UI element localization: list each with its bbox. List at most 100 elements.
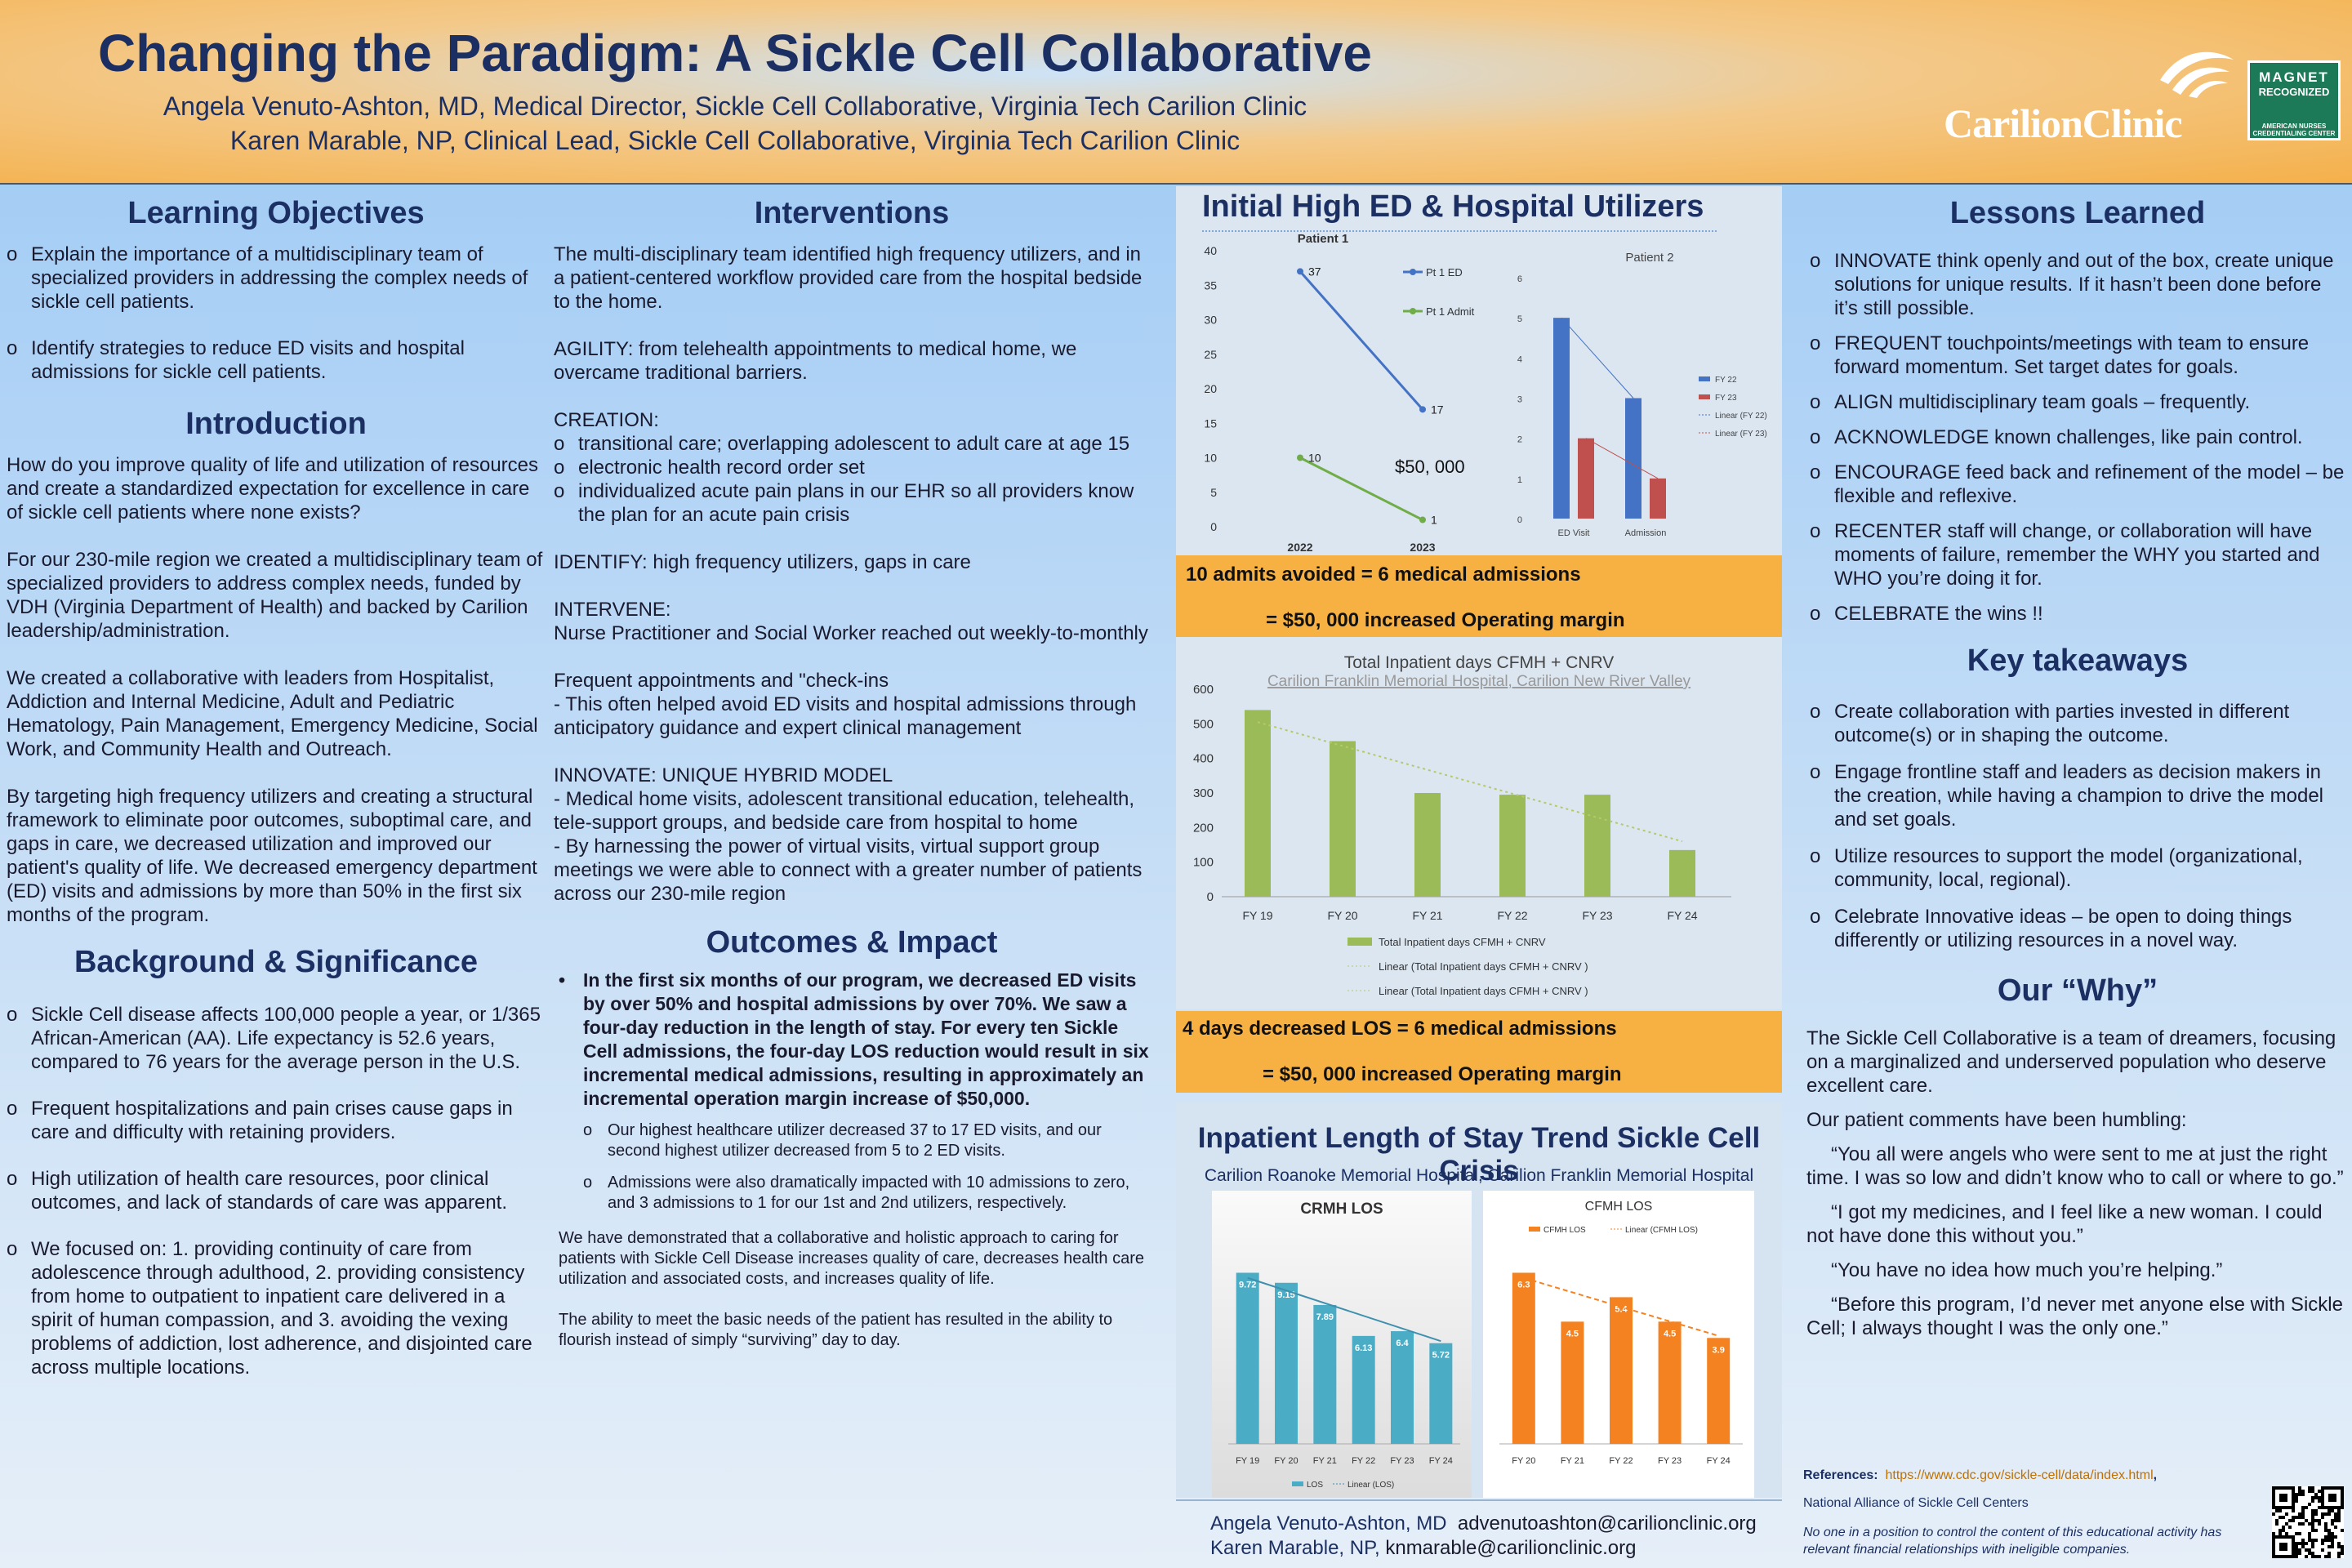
legend-label: Linear (LOS) [1348,1481,1394,1490]
reference-link[interactable]: https://www.cdc.gov/sickle-cell/data/ind… [1885,1468,2154,1482]
qr-module [2295,1548,2298,1552]
learning-objectives-title: Learning Objectives [127,196,425,230]
y-tick-label: 300 [1193,786,1214,800]
x-tick-label: FY 20 [1512,1456,1535,1466]
legend-label: FY 23 [1715,394,1737,403]
lesson-keyword: ALIGN [1834,391,1894,413]
qr-module [2334,1512,2337,1516]
x-tick-label: FY 23 [1658,1456,1682,1466]
legend-marker [1410,269,1416,275]
bar [1584,795,1610,897]
contact-2: Karen Marable, NP, knmarable@carilioncli… [1210,1537,1637,1560]
contact-1: Angela Venuto-Ashton, MD advenutoashton@… [1210,1512,1757,1535]
legend-marker [1410,308,1416,314]
quote: “Before this program, I’d never met anyo… [1806,1294,2343,1339]
data-label: 5.72 [1432,1351,1450,1361]
x-tick-label: FY 21 [1412,909,1442,922]
creation-label: CREATION: [554,409,659,431]
qr-module [2305,1506,2308,1509]
data-label: 10 [1308,452,1321,465]
contact-email-2[interactable]: knmarable@carilionclinic.org [1385,1537,1637,1559]
qr-module [2328,1555,2331,1558]
references: References: https://www.cdc.gov/sickle-c… [1803,1468,2157,1483]
list-item: Frequent hospitalizations and pain crise… [7,1097,546,1144]
lesson-item: RECENTER staff will change, or collabora… [1810,519,2349,590]
qr-module [2334,1526,2337,1529]
qr-module [2295,1552,2298,1555]
qr-module [2324,1522,2328,1526]
lesson-text: known challenges, like pain control. [1989,426,2303,448]
qr-module [2311,1490,2314,1493]
lesson-text: feed back and refinement of the model – … [1834,461,2345,507]
qr-module [2337,1555,2341,1558]
outcomes-para-2: The ability to meet the basic needs of t… [559,1311,1113,1349]
outcomes-bullet: In the first six months of our program, … [559,969,1150,1111]
bar [1330,741,1356,897]
qr-module [2298,1542,2301,1545]
frequent-para-2: - This often helped avoid ED visits and … [554,693,1137,739]
list-item: Explain the importance of a multidiscipl… [7,243,546,314]
qr-module [2298,1548,2301,1552]
bar [1561,1321,1584,1444]
qr-module [2298,1516,2301,1519]
list-item: Identify strategies to reduce ED visits … [7,336,546,384]
qr-module [2321,1548,2324,1552]
lesson-text: multidisciplinary team goals – frequentl… [1893,391,2251,413]
disclaimer: No one in a position to control the cont… [1803,1526,2222,1557]
data-label: 1 [1431,514,1437,527]
qr-finder [2321,1486,2344,1509]
y-tick-label: 1 [1517,475,1522,485]
los-title: Inpatient Length of Stay Trend Sickle Ce… [1197,1122,1761,1187]
qr-module [2318,1506,2321,1509]
magnet-recognized: RECOGNIZED [2258,86,2330,98]
learning-objectives-list: Explain the importance of a multidiscipl… [7,243,546,384]
contact-email-1[interactable]: advenutoashton@carilionclinic.org [1457,1512,1757,1535]
divider [1176,1499,1782,1501]
ed-chart-panel [1176,186,1782,555]
qr-module [2328,1535,2331,1539]
qr-module [2311,1555,2314,1558]
qr-module [2311,1496,2314,1499]
frequent-para: Frequent appointments and "check-ins [554,670,889,692]
qr-module [2337,1516,2341,1519]
why-para: The Sickle Cell Collaborative is a team … [1806,1027,2336,1097]
y-tick-label: 200 [1193,821,1214,835]
introduction-title: Introduction [185,407,367,441]
legend-label: Linear (Total Inpatient days CFMH + CNRV… [1379,985,1588,997]
qr-module [2331,1522,2334,1526]
data-label: 7.89 [1316,1312,1334,1322]
qr-module [2301,1516,2305,1519]
left-column: Learning Objectives Explain the importan… [7,186,546,1402]
series-line [1299,457,1423,521]
qr-module [2341,1545,2344,1548]
data-point [1297,268,1303,275]
qr-module [2292,1519,2295,1522]
qr-module [2311,1529,2314,1532]
trend-line [1523,1276,1719,1337]
background-list: Sickle Cell disease affects 100,000 peop… [7,1003,546,1379]
data-label: 4.5 [1566,1329,1579,1339]
qr-module [2328,1545,2331,1548]
bar [1429,1343,1453,1444]
title-rule [1202,230,1717,232]
contact-name-1: Angela Venuto-Ashton, MD [1210,1512,1447,1535]
trend-line [1247,1276,1441,1343]
qr-module [2337,1512,2341,1516]
legend-label: Pt 1 ED [1426,266,1463,278]
money-label: $50, 000 [1395,457,1465,477]
qr-module [2278,1532,2282,1535]
chart-title: Total Inpatient days CFMH + CNRV [1344,653,1615,672]
poster-header: Changing the Paradigm: A Sickle Cell Col… [0,0,2352,185]
chart-title: Patient 1 [1298,233,1349,246]
qr-code-icon[interactable] [2272,1486,2344,1558]
bar [1578,438,1594,519]
bar [1707,1338,1731,1444]
x-tick-label: FY 19 [1242,909,1272,922]
qr-module [2295,1499,2298,1503]
qr-module [2278,1509,2282,1512]
x-tick-label: FY 24 [1667,909,1697,922]
legend-label: CFMH LOS [1544,1226,1586,1235]
data-label: 6.3 [1517,1280,1530,1290]
intro-para: By targeting high frequency utilizers an… [7,786,537,926]
qr-module [2301,1545,2305,1548]
